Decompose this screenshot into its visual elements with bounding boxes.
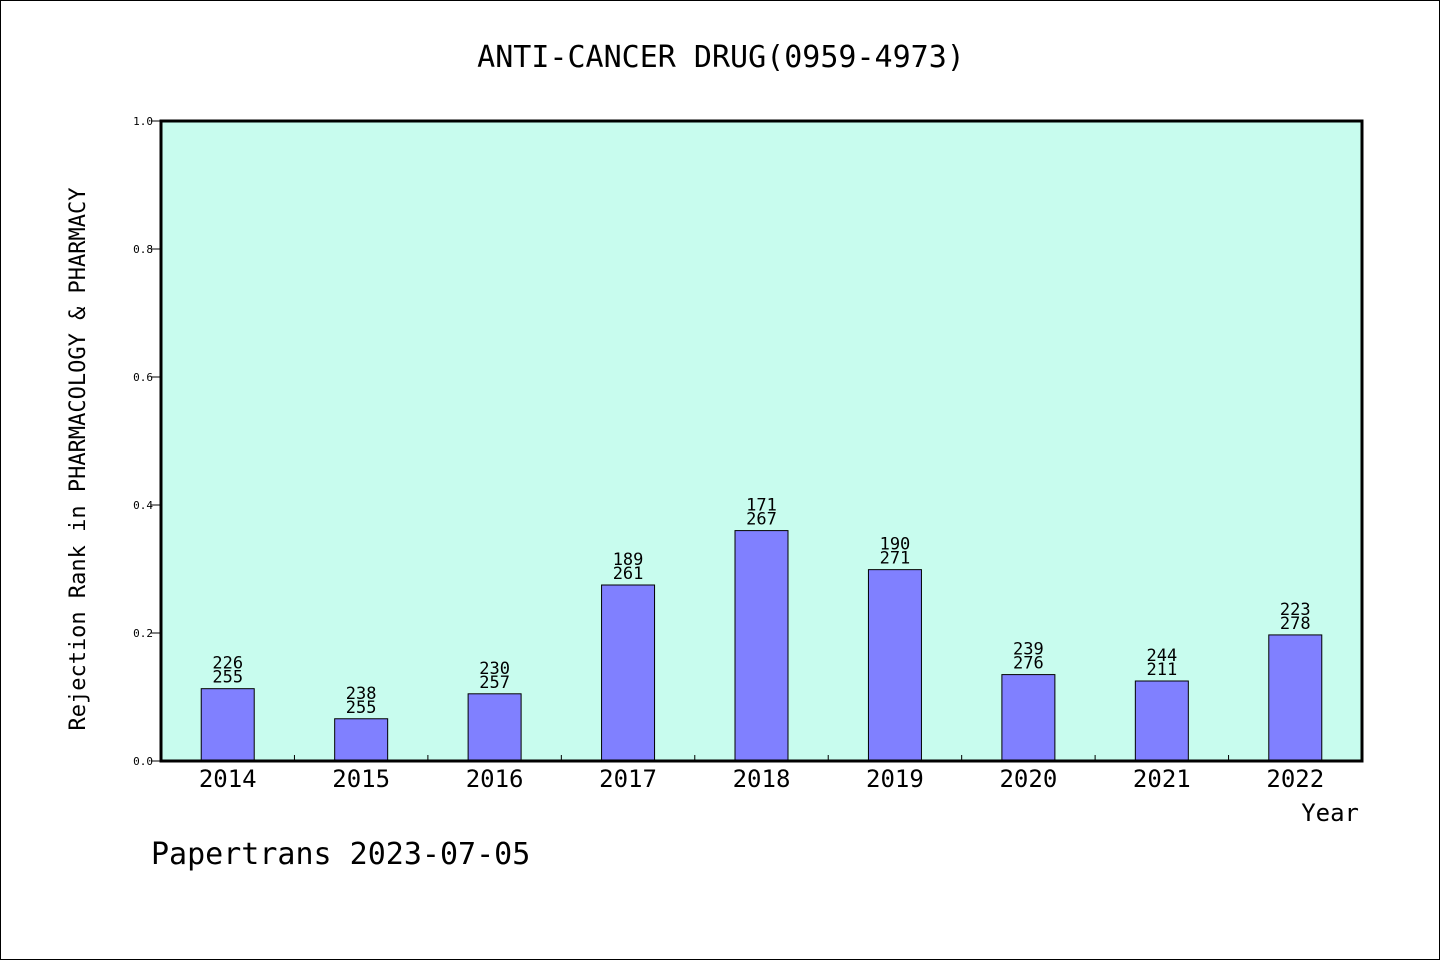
data-label-bottom: 267 xyxy=(746,510,777,530)
data-label-top: 239 xyxy=(1013,640,1044,660)
y-tick-label: 0.8 xyxy=(133,243,153,256)
footer-credit: Papertrans 2023-07-05 xyxy=(151,837,530,872)
data-label-bottom: 211 xyxy=(1146,660,1177,680)
data-label-top: 238 xyxy=(346,684,377,704)
data-label-bottom: 255 xyxy=(212,668,243,688)
bar-2018 xyxy=(734,530,789,762)
data-label-bottom: 271 xyxy=(880,549,911,569)
data-labels-group: 2262552382552302571892611712671902712392… xyxy=(212,496,1310,718)
data-label-top: 223 xyxy=(1280,600,1311,620)
x-tick-label: 2015 xyxy=(332,765,390,793)
data-label-top: 189 xyxy=(613,550,644,570)
chart-title: ANTI-CANCER DRUG(0959-4973) xyxy=(477,40,965,75)
plot-border xyxy=(159,119,1364,763)
x-tick-label: 2020 xyxy=(999,765,1057,793)
bar-2017 xyxy=(601,584,656,762)
y-tick-label: 1.0 xyxy=(133,115,153,128)
y-axis: 0.0 0.2 0.4 0.6 0.8 1.0 xyxy=(133,115,161,768)
y-tick-label: 0.4 xyxy=(133,499,153,512)
x-tick-label: 2018 xyxy=(733,765,791,793)
data-label-bottom: 278 xyxy=(1280,614,1311,634)
bar-2022 xyxy=(1268,634,1323,762)
bar-2019 xyxy=(867,569,922,762)
x-tick-label: 2019 xyxy=(866,765,924,793)
data-label-bottom: 261 xyxy=(613,564,644,584)
bars-group xyxy=(200,530,1323,762)
bar-2016 xyxy=(467,693,522,762)
data-label-bottom: 257 xyxy=(479,673,510,693)
bar-2020 xyxy=(1001,674,1056,762)
x-tick-label: 2022 xyxy=(1266,765,1324,793)
x-tick-label: 2021 xyxy=(1133,765,1191,793)
bar-2021 xyxy=(1134,680,1189,762)
y-tick-label: 0.2 xyxy=(133,627,153,640)
data-label-top: 190 xyxy=(880,535,911,555)
bar-2014 xyxy=(200,688,255,762)
bar-2015 xyxy=(334,718,389,762)
x-tick-label: 2014 xyxy=(199,765,257,793)
data-label-bottom: 255 xyxy=(346,698,377,718)
data-label-top: 244 xyxy=(1146,646,1177,666)
data-label-top: 226 xyxy=(212,654,243,674)
y-tick-label: 0.0 xyxy=(133,755,153,768)
y-tick-label: 0.6 xyxy=(133,371,153,384)
x-tick-label: 2016 xyxy=(466,765,524,793)
y-axis-label: Rejection Rank in PHARMACOLOGY & PHARMAC… xyxy=(66,187,91,730)
x-axis: 2014 2015 2016 2017 2018 2019 2020 2021 2022 xyxy=(199,755,1324,793)
data-label-top: 230 xyxy=(479,659,510,679)
x-axis-label: Year xyxy=(1301,799,1359,827)
data-label-top: 171 xyxy=(746,496,777,516)
data-label-bottom: 276 xyxy=(1013,654,1044,674)
x-tick-label: 2017 xyxy=(599,765,657,793)
